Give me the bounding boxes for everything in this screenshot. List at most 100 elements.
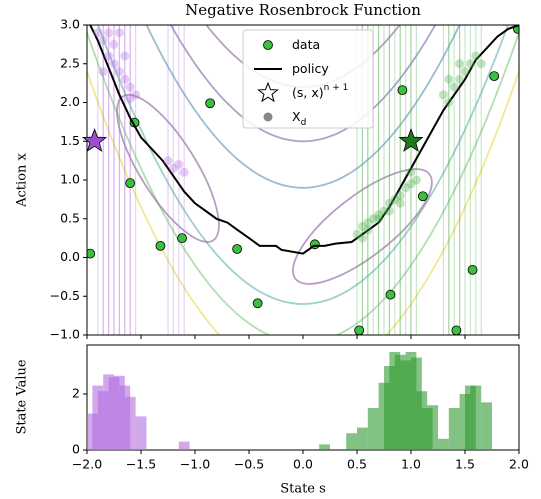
x-tick-label: 0.5 [347, 457, 367, 472]
contour [292, 168, 433, 285]
sample-point [98, 67, 108, 76]
legend-text: data [292, 37, 320, 52]
data-point [252, 298, 263, 309]
sample-point [444, 98, 454, 107]
y-tick-label: 0.5 [60, 210, 80, 225]
sample-point [174, 160, 184, 169]
y-tick-label: 1.5 [60, 133, 80, 148]
bar [357, 427, 368, 450]
x-tick-label: −1.5 [126, 457, 156, 472]
sample-point [444, 74, 454, 84]
bar [367, 408, 379, 450]
bar [448, 408, 460, 450]
sample-point [460, 67, 470, 76]
legend-label: (s, x)n + 1 [292, 83, 348, 100]
legend-text: X [292, 109, 301, 124]
policy-line [89, 25, 519, 255]
data-point [467, 264, 478, 275]
bar [124, 396, 136, 450]
y-tick-label: −0.5 [50, 288, 80, 303]
data-point [385, 289, 396, 300]
bar [178, 441, 190, 450]
y-axis-label: Action x [15, 152, 30, 207]
sample-point [352, 229, 362, 239]
sample-point [395, 191, 405, 200]
sample-point [93, 28, 103, 38]
sample-point [455, 59, 465, 69]
data-point [397, 85, 408, 95]
y-tick-label: −1.0 [50, 327, 80, 342]
plot-area [87, 25, 519, 335]
sample-point [120, 74, 130, 84]
sample-point [406, 167, 416, 177]
sample-point [406, 179, 416, 189]
sample-point [109, 59, 119, 69]
bar [421, 408, 433, 450]
sample-point [374, 210, 384, 220]
legend-label: policy [292, 61, 329, 76]
sample-point [114, 28, 124, 38]
sample-point [411, 175, 421, 185]
sample-point [395, 198, 405, 208]
sample-point [131, 90, 141, 100]
contour [116, 93, 220, 243]
bar [438, 438, 449, 450]
x-tick-label: 2.0 [509, 457, 529, 472]
x-axis-label: State s [280, 482, 326, 497]
sample-point [438, 90, 448, 100]
y-tick-label: 2.0 [60, 94, 80, 109]
star [398, 128, 424, 152]
chart-title: Negative Rosenbrock Function [185, 1, 421, 19]
bar [135, 416, 147, 450]
sample-point [363, 225, 373, 235]
legend-text: n + 1 [324, 83, 349, 93]
data-point [87, 248, 96, 259]
sample-point [476, 59, 486, 69]
star [81, 128, 108, 152]
data-point [354, 325, 365, 335]
bar [427, 405, 438, 450]
sample-point [368, 214, 378, 224]
y-tick-label: 2.5 [60, 55, 80, 70]
data-point [489, 71, 500, 82]
legend-label: Xd [292, 109, 306, 128]
bar [319, 444, 330, 450]
x-tick-label: −1.0 [180, 457, 210, 472]
sample-point [455, 74, 465, 84]
x-tick-label: 0.0 [293, 457, 313, 472]
contour [169, 25, 437, 143]
sample-point [401, 183, 411, 193]
sample-point [363, 218, 373, 228]
legend-marker [263, 40, 273, 50]
sample-point [374, 214, 384, 224]
data-point [417, 191, 428, 202]
sample-point [104, 28, 114, 38]
legend-marker [263, 112, 273, 122]
sample-point [168, 163, 178, 173]
contour [87, 68, 519, 335]
legend-text: policy [292, 61, 329, 76]
legend-box [242, 29, 374, 129]
y-tick-label: 1.0 [60, 172, 80, 187]
sample-point [357, 222, 367, 231]
data-point [451, 325, 462, 335]
sample-point [379, 206, 389, 216]
bar [481, 402, 492, 450]
sample-point [390, 194, 400, 204]
sample-point [163, 156, 173, 166]
x-tick-label: 1.0 [401, 457, 421, 472]
sample-point [179, 167, 189, 177]
sample-point [465, 59, 475, 69]
sample-point [120, 51, 130, 61]
data-point [125, 178, 136, 189]
sample-point [98, 36, 108, 45]
sample-point [384, 206, 394, 216]
contour [97, 25, 509, 305]
data-point [205, 98, 216, 109]
sample-point [384, 198, 394, 208]
bar [346, 433, 357, 450]
legend-marker [257, 81, 279, 103]
legend: data policy (s, x)n + 1 Xd [242, 29, 374, 129]
data-point [155, 240, 166, 251]
